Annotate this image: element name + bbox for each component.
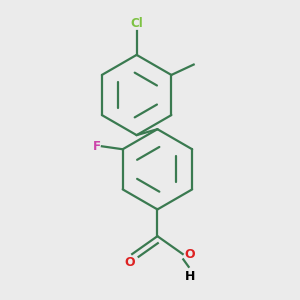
Text: F: F bbox=[92, 140, 101, 153]
Text: H: H bbox=[185, 270, 195, 284]
Text: O: O bbox=[184, 248, 195, 260]
Text: Cl: Cl bbox=[130, 17, 143, 30]
Text: O: O bbox=[124, 256, 135, 269]
